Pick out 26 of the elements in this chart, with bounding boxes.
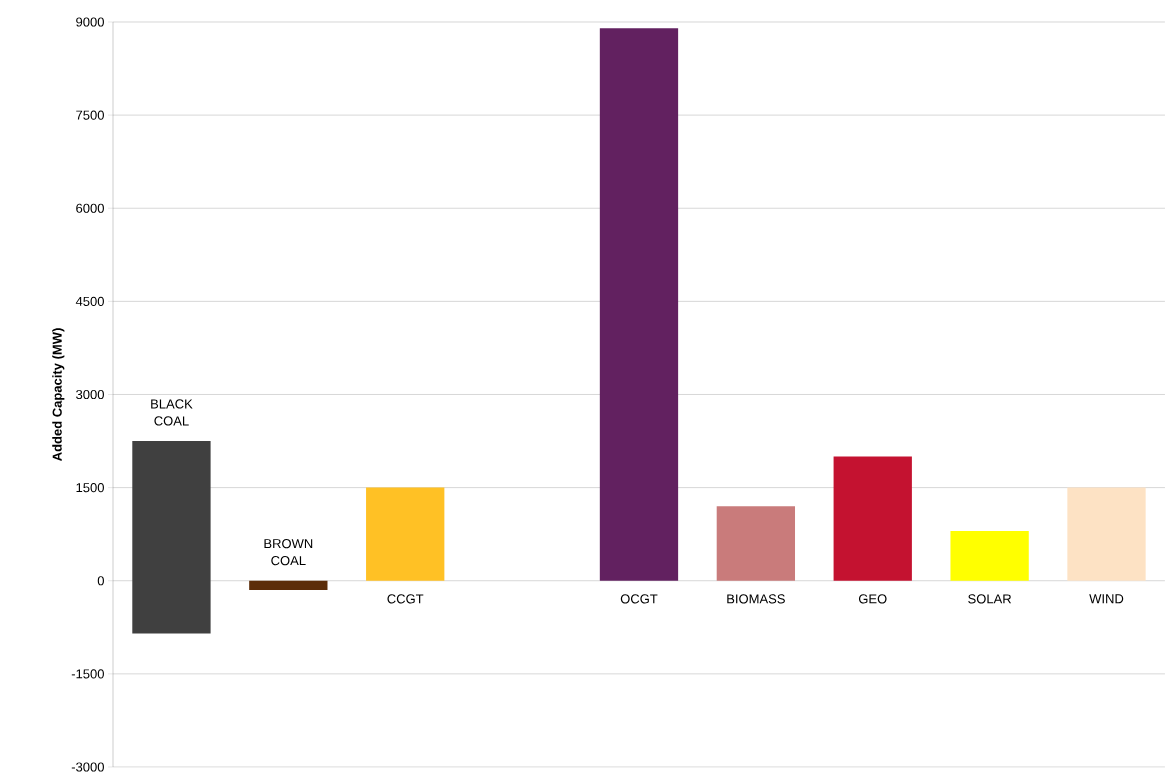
x-tick-label: SOLAR [968, 594, 1012, 604]
x-tick-label: WIND [1089, 594, 1124, 604]
bar [366, 487, 445, 581]
y-tick-label: 6000 [76, 203, 104, 213]
bar [1067, 487, 1146, 581]
x-tick-label: BROWN COAL [264, 538, 313, 566]
bar [950, 531, 1029, 581]
y-tick-label: 3000 [76, 389, 104, 400]
bar [599, 28, 679, 581]
y-tick-label: 4500 [75, 296, 104, 306]
x-tick-label: GEO [858, 594, 887, 604]
bar [833, 456, 912, 581]
bar [249, 580, 328, 591]
x-tick-label: BLACK COAL [151, 399, 193, 426]
y-tick-label: 7500 [76, 110, 104, 120]
x-tick-label: CCGT [387, 594, 424, 604]
bar [716, 506, 796, 581]
x-tick-label: BIOMASS [727, 594, 785, 604]
bar [132, 441, 211, 634]
y-tick-label: -3000 [71, 762, 104, 772]
y-tick-label: -1500 [71, 669, 104, 679]
x-tick-label: OCGT [620, 594, 658, 604]
y-tick-label: 1500 [76, 483, 104, 493]
y-axis-title: Added Capacity (MW) [52, 328, 65, 461]
y-tick-label: 0 [97, 576, 104, 586]
y-tick-label: 9000 [76, 17, 104, 27]
